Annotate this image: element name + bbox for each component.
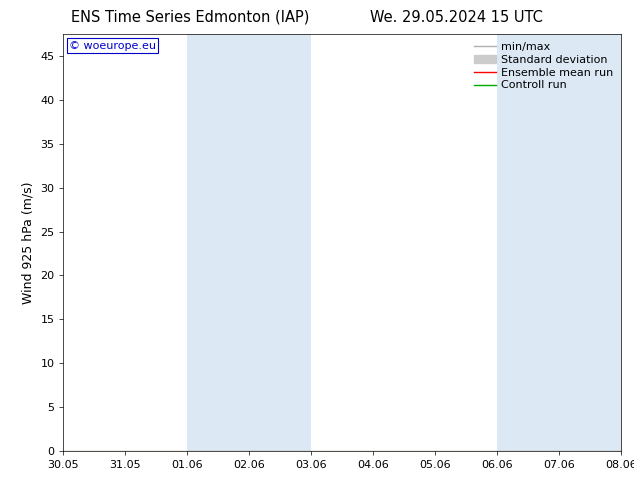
Bar [497,34,621,451]
Legend: min/max, Standard deviation, Ensemble mean run, Controll run: min/max, Standard deviation, Ensemble me… [471,40,616,93]
Text: We. 29.05.2024 15 UTC: We. 29.05.2024 15 UTC [370,10,543,25]
Bar [188,34,311,451]
Text: ENS Time Series Edmonton (IAP): ENS Time Series Edmonton (IAP) [71,10,309,25]
Y-axis label: Wind 925 hPa (m/s): Wind 925 hPa (m/s) [22,181,35,304]
Text: © woeurope.eu: © woeurope.eu [69,41,156,50]
